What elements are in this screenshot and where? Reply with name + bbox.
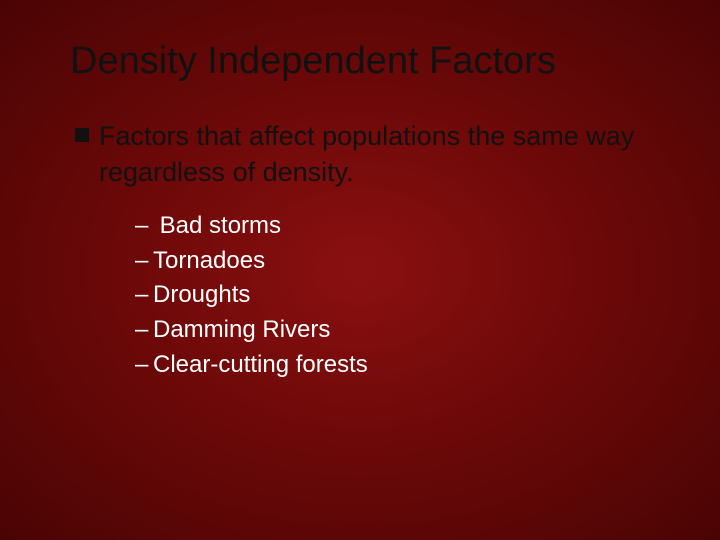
sub-item-text: Damming Rivers: [153, 316, 330, 343]
slide-title: Density Independent Factors: [70, 40, 670, 83]
list-item: –Damming Rivers: [135, 313, 670, 348]
list-item: –Droughts: [135, 278, 670, 313]
main-bullet-row: Factors that affect populations the same…: [75, 118, 670, 191]
sub-item-text: Droughts: [153, 281, 250, 308]
list-item: – Bad storms: [135, 209, 670, 244]
dash-icon: –: [135, 313, 153, 348]
dash-icon: –: [135, 209, 153, 244]
sub-item-text: Tornadoes: [153, 247, 265, 274]
dash-icon: –: [135, 348, 153, 383]
sub-item-text: Bad storms: [153, 212, 281, 239]
sub-item-text: Clear-cutting forests: [153, 351, 368, 378]
sub-bullet-list: – Bad storms –Tornadoes –Droughts –Dammi…: [135, 209, 670, 383]
dash-icon: –: [135, 278, 153, 313]
square-bullet-icon: [75, 128, 89, 142]
list-item: –Tornadoes: [135, 244, 670, 279]
list-item: –Clear-cutting forests: [135, 348, 670, 383]
main-bullet-text: Factors that affect populations the same…: [99, 118, 670, 191]
dash-icon: –: [135, 244, 153, 279]
